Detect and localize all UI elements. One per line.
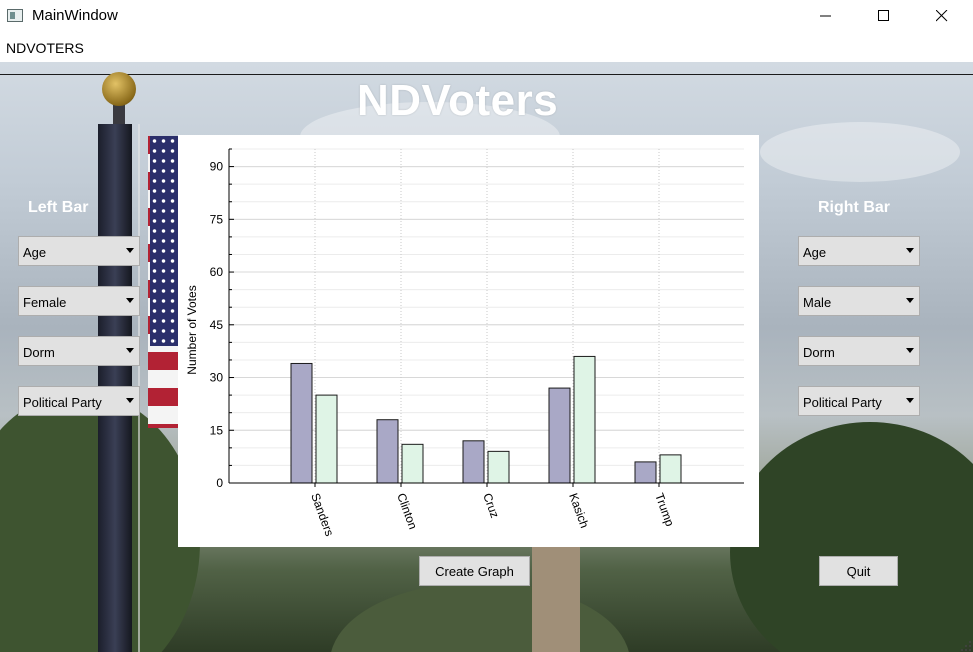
right-age-combo[interactable]: Age [798,236,920,266]
chart-panel: 0 15 30 45 60 75 90 Sanders Clinton Cruz Kasich Tru… [178,135,759,547]
menu-item-ndvoters[interactable]: NDVOTERS [6,40,84,56]
y-tick-label: 30 [210,371,224,385]
bar-chart: 0 15 30 45 60 75 90 Sanders Clinton Cruz Kasich Tru… [185,148,744,538]
right-dorm-combo[interactable]: Dorm [798,336,920,366]
combo-value: Age [803,245,827,260]
y-tick-label: 0 [216,476,223,490]
bar-left-kasich [548,387,571,484]
combo-value: Dorm [803,345,835,360]
left-party-combo[interactable]: Political Party [18,386,140,416]
menu-bar: NDVOTERS [0,32,973,62]
app-title: NDVoters [357,76,559,125]
close-button[interactable] [913,0,971,32]
y-axis-label: Number of Votes [185,285,199,374]
create-graph-button[interactable]: Create Graph [419,556,530,586]
background-cloud [760,122,960,182]
chevron-down-icon [906,398,914,403]
combo-value: Female [23,295,67,310]
app-icon [7,9,23,22]
combo-value: Political Party [23,395,102,410]
quit-button[interactable]: Quit [819,556,898,586]
combo-value: Political Party [803,395,882,410]
flag-stars [150,136,180,346]
combo-value: Age [23,245,47,260]
maximize-icon [878,10,889,21]
left-gender-combo[interactable]: Female [18,286,140,316]
x-tick-label: Kasich [566,491,591,530]
chevron-down-icon [126,348,134,353]
bar-left-cruz [462,440,485,484]
combo-value: Dorm [23,345,55,360]
chevron-down-icon [126,398,134,403]
bar-left-sanders [290,362,313,484]
chevron-down-icon [126,248,134,253]
window-title: MainWindow [32,7,118,24]
bar-right-trump [659,454,682,484]
minimize-icon [820,15,831,17]
x-tick-label: Clinton [394,491,420,531]
combo-value: Male [803,295,832,310]
bar-right-clinton [401,443,424,484]
maximize-button[interactable] [855,0,913,32]
x-tick-label: Cruz [480,491,502,520]
bar-right-kasich [573,355,596,484]
x-tick-label: Trump [652,491,677,528]
chevron-down-icon [126,298,134,303]
central-widget: NDVoters Left Bar Right Bar Age Female D… [0,62,973,652]
flag-pole-neck [113,104,125,124]
bar-left-trump [634,461,657,484]
y-tick-label: 60 [210,265,224,279]
right-party-combo[interactable]: Political Party [798,386,920,416]
chevron-down-icon [906,248,914,253]
minimize-button[interactable] [797,0,855,32]
bar-right-sanders [315,394,338,484]
title-bar: MainWindow [0,0,973,32]
left-dorm-combo[interactable]: Dorm [18,336,140,366]
bar-left-clinton [376,419,399,484]
background-tree [730,422,973,652]
chevron-down-icon [906,348,914,353]
x-tick-label: Sanders [308,491,336,538]
chevron-down-icon [906,298,914,303]
left-age-combo[interactable]: Age [18,236,140,266]
close-icon [936,10,948,22]
y-tick-label: 75 [210,212,224,226]
left-bar-heading: Left Bar [28,199,89,216]
y-tick-label: 45 [210,318,224,332]
y-tick-label: 15 [210,423,224,437]
y-tick-label: 90 [210,160,224,174]
background-tree [330,582,630,652]
resize-grip-icon[interactable] [960,640,972,652]
right-bar-heading: Right Bar [818,199,890,216]
flag-pole-finial [102,72,136,106]
background-tower [532,542,580,652]
right-gender-combo[interactable]: Male [798,286,920,316]
toolbar-divider [0,74,973,75]
bar-right-cruz [487,450,510,484]
